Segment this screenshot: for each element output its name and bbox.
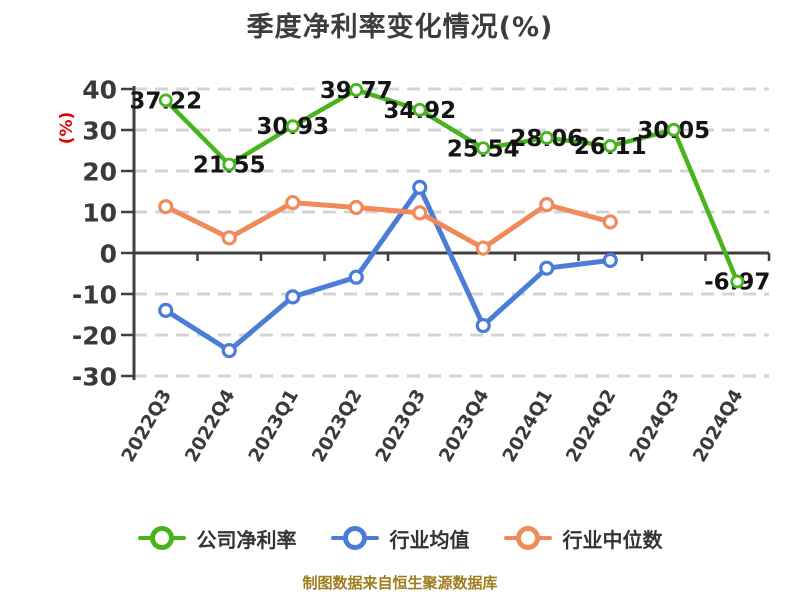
y-tick-label: -30	[72, 363, 117, 392]
legend-dot-icon	[515, 526, 540, 550]
x-tick-label-2024Q4: 2024Q4	[689, 386, 747, 466]
y-tick-label: -20	[72, 322, 117, 351]
data-point-2-2022Q4[interactable]	[221, 230, 237, 246]
y-tick-label: 40	[82, 76, 117, 105]
y-tick-label: 20	[82, 158, 117, 187]
data-point-2-2023Q2[interactable]	[348, 199, 364, 216]
data-point-1-2024Q1[interactable]	[539, 260, 555, 276]
y-axis-unit-label: (%)	[57, 112, 77, 145]
legend-label: 行业均值	[389, 527, 470, 552]
legend-item-company-net-margin[interactable]: 公司净利率	[137, 524, 297, 553]
data-point-1-2023Q1[interactable]	[285, 289, 301, 305]
x-tick-label-2024Q1: 2024Q1	[499, 386, 557, 466]
x-tick-label-2022Q3: 2022Q3	[118, 386, 176, 466]
data-point-1-2023Q3[interactable]	[412, 179, 428, 195]
data-point-2-2023Q4[interactable]	[475, 240, 491, 256]
x-tick-label-2023Q1: 2023Q1	[245, 386, 303, 466]
legend-marker-blue-icon	[330, 525, 379, 551]
legend: 公司净利率 行业均值 行业中位数	[0, 519, 800, 557]
data-point-0-2024Q2[interactable]	[603, 139, 618, 153]
legend-label: 行业中位数	[562, 527, 663, 552]
x-tick-label-2024Q3: 2024Q3	[626, 386, 684, 466]
data-source-note: 制图数据来自恒生聚源数据库	[302, 574, 498, 592]
data-point-1-2022Q4[interactable]	[221, 342, 237, 359]
x-tick-label-2023Q3: 2023Q3	[372, 386, 430, 466]
data-point-2-2023Q3[interactable]	[412, 205, 428, 221]
data-point-2-2023Q1[interactable]	[285, 194, 301, 211]
data-point-0-2023Q1[interactable]	[285, 119, 300, 134]
x-tick-label-2024Q2: 2024Q2	[562, 386, 620, 466]
series-line-0	[163, 87, 740, 284]
y-tick-label: -10	[72, 281, 117, 310]
series-line-2	[163, 200, 613, 251]
legend-item-industry-median[interactable]: 行业中位数	[503, 524, 663, 553]
data-point-0-2023Q4[interactable]	[476, 141, 491, 156]
data-point-0-2023Q2[interactable]	[349, 83, 364, 97]
x-tick-label-2022Q4: 2022Q4	[181, 386, 239, 466]
data-point-2-2022Q3[interactable]	[158, 199, 174, 215]
chart-title: 季度净利率变化情况(%)	[246, 12, 554, 43]
data-point-2-2024Q1[interactable]	[539, 197, 555, 213]
data-point-0-2022Q3[interactable]	[158, 93, 173, 108]
legend-marker-orange-icon	[503, 525, 552, 551]
data-point-0-2024Q4[interactable]	[730, 274, 745, 289]
data-point-0-2022Q4[interactable]	[222, 157, 237, 172]
data-point-0-2023Q3[interactable]	[412, 102, 427, 117]
data-point-1-2023Q4[interactable]	[475, 317, 491, 334]
data-point-0-2024Q3[interactable]	[666, 122, 681, 137]
data-point-1-2022Q3[interactable]	[158, 302, 174, 318]
y-tick-label: 30	[82, 117, 117, 146]
y-tick-label: 10	[82, 199, 117, 228]
x-tick-label-2023Q2: 2023Q2	[308, 386, 366, 466]
legend-marker-green-icon	[137, 525, 186, 551]
data-point-1-2023Q2[interactable]	[348, 269, 364, 285]
data-point-1-2024Q2[interactable]	[602, 252, 618, 268]
data-point-2-2024Q2[interactable]	[602, 214, 618, 230]
legend-dot-icon	[149, 526, 174, 550]
legend-dot-icon	[342, 526, 367, 550]
legend-item-industry-mean[interactable]: 行业均值	[330, 524, 470, 553]
y-tick-label: 0	[100, 240, 117, 269]
x-tick-label-2023Q4: 2023Q4	[435, 386, 493, 466]
data-point-0-2024Q1[interactable]	[539, 131, 554, 145]
series-line-1	[163, 184, 613, 354]
legend-label: 公司净利率	[196, 527, 297, 552]
